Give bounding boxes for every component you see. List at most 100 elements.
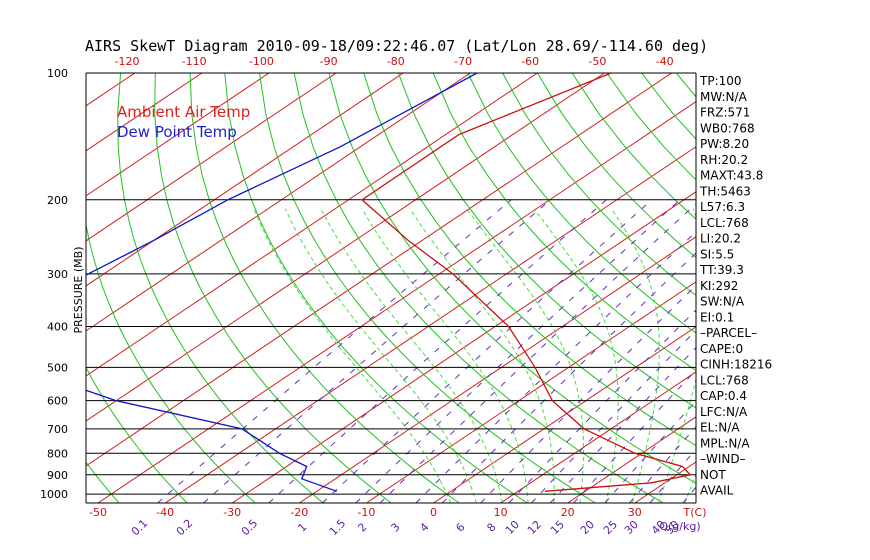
dry-adiabat <box>0 73 51 503</box>
index-entry: SW:N/A <box>700 295 745 309</box>
index-entry: TT:39.3 <box>699 263 744 277</box>
moist-adiabat <box>253 208 452 503</box>
index-entry: MW:N/A <box>700 90 748 104</box>
isotherm-line <box>86 73 270 197</box>
index-entry: FRZ:571 <box>700 106 750 120</box>
dry-adiabat <box>86 461 120 503</box>
isotherm-line <box>86 73 672 467</box>
dry-adiabat <box>86 73 256 503</box>
pressure-tick-label: 300 <box>47 268 68 281</box>
mixing-ratio-line <box>629 426 696 503</box>
grid-lines <box>0 73 870 503</box>
dry-adiabat <box>815 73 870 503</box>
mixing-ratio-tick-label: 20 <box>578 518 597 537</box>
mixing-ratio-line <box>268 199 607 503</box>
mixing-ratio-tick-label: 0.5 <box>239 517 261 539</box>
mixing-ratio-line <box>379 203 696 503</box>
dry-adiabat <box>86 366 188 503</box>
dry-adiabat <box>224 73 528 503</box>
dewpoint-profile <box>86 73 478 492</box>
chart-title: AIRS SkewT Diagram 2010-09-18/09:22:46.0… <box>85 37 708 55</box>
series-lines <box>86 73 692 492</box>
moist-adiabat <box>466 208 584 503</box>
pressure-tick-label: 900 <box>47 469 68 482</box>
isotherm-line <box>231 191 696 503</box>
mixing-ratio-tick-label: 1 <box>295 520 309 534</box>
mixing-ratio-tick-label: 3 <box>388 520 402 534</box>
mixing-ratio-line <box>573 369 696 503</box>
dry-adiabat <box>293 73 664 503</box>
mixing-ratio-line <box>322 199 653 503</box>
mixing-ratio-line <box>415 231 696 503</box>
top-temp-tick-label: -60 <box>521 55 539 68</box>
mixing-ratio-line <box>604 400 696 503</box>
dry-adiabat <box>746 73 870 503</box>
index-entry: LCL:768 <box>700 373 749 387</box>
pressure-tick-label: 800 <box>47 447 68 460</box>
dry-adiabat <box>397 73 696 409</box>
y-axis-label: PRESSURE (MB) <box>72 247 85 334</box>
dry-adiabat <box>641 73 696 140</box>
mixing-ratio-tick-label: 15 <box>548 518 567 537</box>
temp-tick-label: T(C) <box>683 506 707 519</box>
pressure-tick-label: 700 <box>47 423 68 436</box>
mixing-ratio-tick-label: 0.2 <box>174 517 196 539</box>
dry-adiabat <box>117 73 324 503</box>
dry-adiabat <box>467 73 696 334</box>
isotherm-line <box>86 73 136 107</box>
pressure-tick-label: 100 <box>47 67 68 80</box>
isotherm-line <box>86 73 471 332</box>
moist-adiabat <box>284 208 477 503</box>
mixing-ratio-tick-label: 12 <box>525 518 544 537</box>
moist-adiabat <box>533 208 619 503</box>
isotherm-line <box>634 461 696 503</box>
dry-adiabat <box>363 73 696 447</box>
moist-adiabat <box>409 208 555 503</box>
mixing-ratio-tick-label: 10 <box>503 518 522 537</box>
index-entry: LCL:768 <box>700 216 749 230</box>
index-entry: SI:5.5 <box>700 247 734 261</box>
temp-tick-label: -20 <box>290 506 308 519</box>
moist-adiabat <box>320 208 503 503</box>
index-entry: CAP:0.4 <box>700 389 747 403</box>
index-entry: CINH:18216 <box>700 358 772 372</box>
index-entry: LI:20.2 <box>700 232 741 246</box>
legend-ambient-temp: Ambient Air Temp <box>117 103 250 121</box>
index-entry: EL:N/A <box>700 421 740 435</box>
index-entry: EI:0.1 <box>700 310 734 324</box>
moist-adiabat <box>361 208 529 503</box>
moist-adiabat <box>684 473 696 503</box>
mixing-ratio-tick-label: 1.5 <box>327 517 349 539</box>
dry-adiabat <box>259 73 596 503</box>
index-entry: CAPE:0 <box>700 342 743 356</box>
index-entry: NOT <box>700 468 726 482</box>
index-entry: –PARCEL– <box>700 326 757 340</box>
moist-adiabat <box>610 208 660 503</box>
isotherm-line <box>86 73 203 152</box>
mixing-ratio-tick-label: 6 <box>453 520 467 534</box>
top-temp-tick-label: -40 <box>656 55 674 68</box>
top-temp-tick-label: -120 <box>115 55 140 68</box>
legend: Ambient Air Temp Dew Point Temp <box>117 103 250 141</box>
pressure-tick-label: 400 <box>47 321 68 334</box>
isotherm-line <box>86 73 404 287</box>
dry-adiabat <box>781 73 870 503</box>
mixing-ratio-tick-label: 8 <box>484 520 498 534</box>
isotherm-line <box>567 416 696 503</box>
dry-adiabat <box>328 73 696 484</box>
isotherm-line <box>0 73 68 503</box>
index-entry: PW:8.20 <box>700 137 749 151</box>
temp-tick-label: 10 <box>494 506 508 519</box>
temp-tick-label: 20 <box>561 506 575 519</box>
top-temp-tick-label: -110 <box>182 55 207 68</box>
index-entry: WB0:768 <box>700 121 755 135</box>
isotherm-line <box>500 371 696 503</box>
index-entry: –WIND– <box>700 452 746 466</box>
pressure-tick-label: 1000 <box>40 488 68 501</box>
temp-tick-label: -40 <box>156 506 174 519</box>
isotherm-line <box>769 73 870 503</box>
mixing-ratio-tick-label: 25 <box>601 518 620 537</box>
index-entry: AVAIL <box>700 484 734 498</box>
